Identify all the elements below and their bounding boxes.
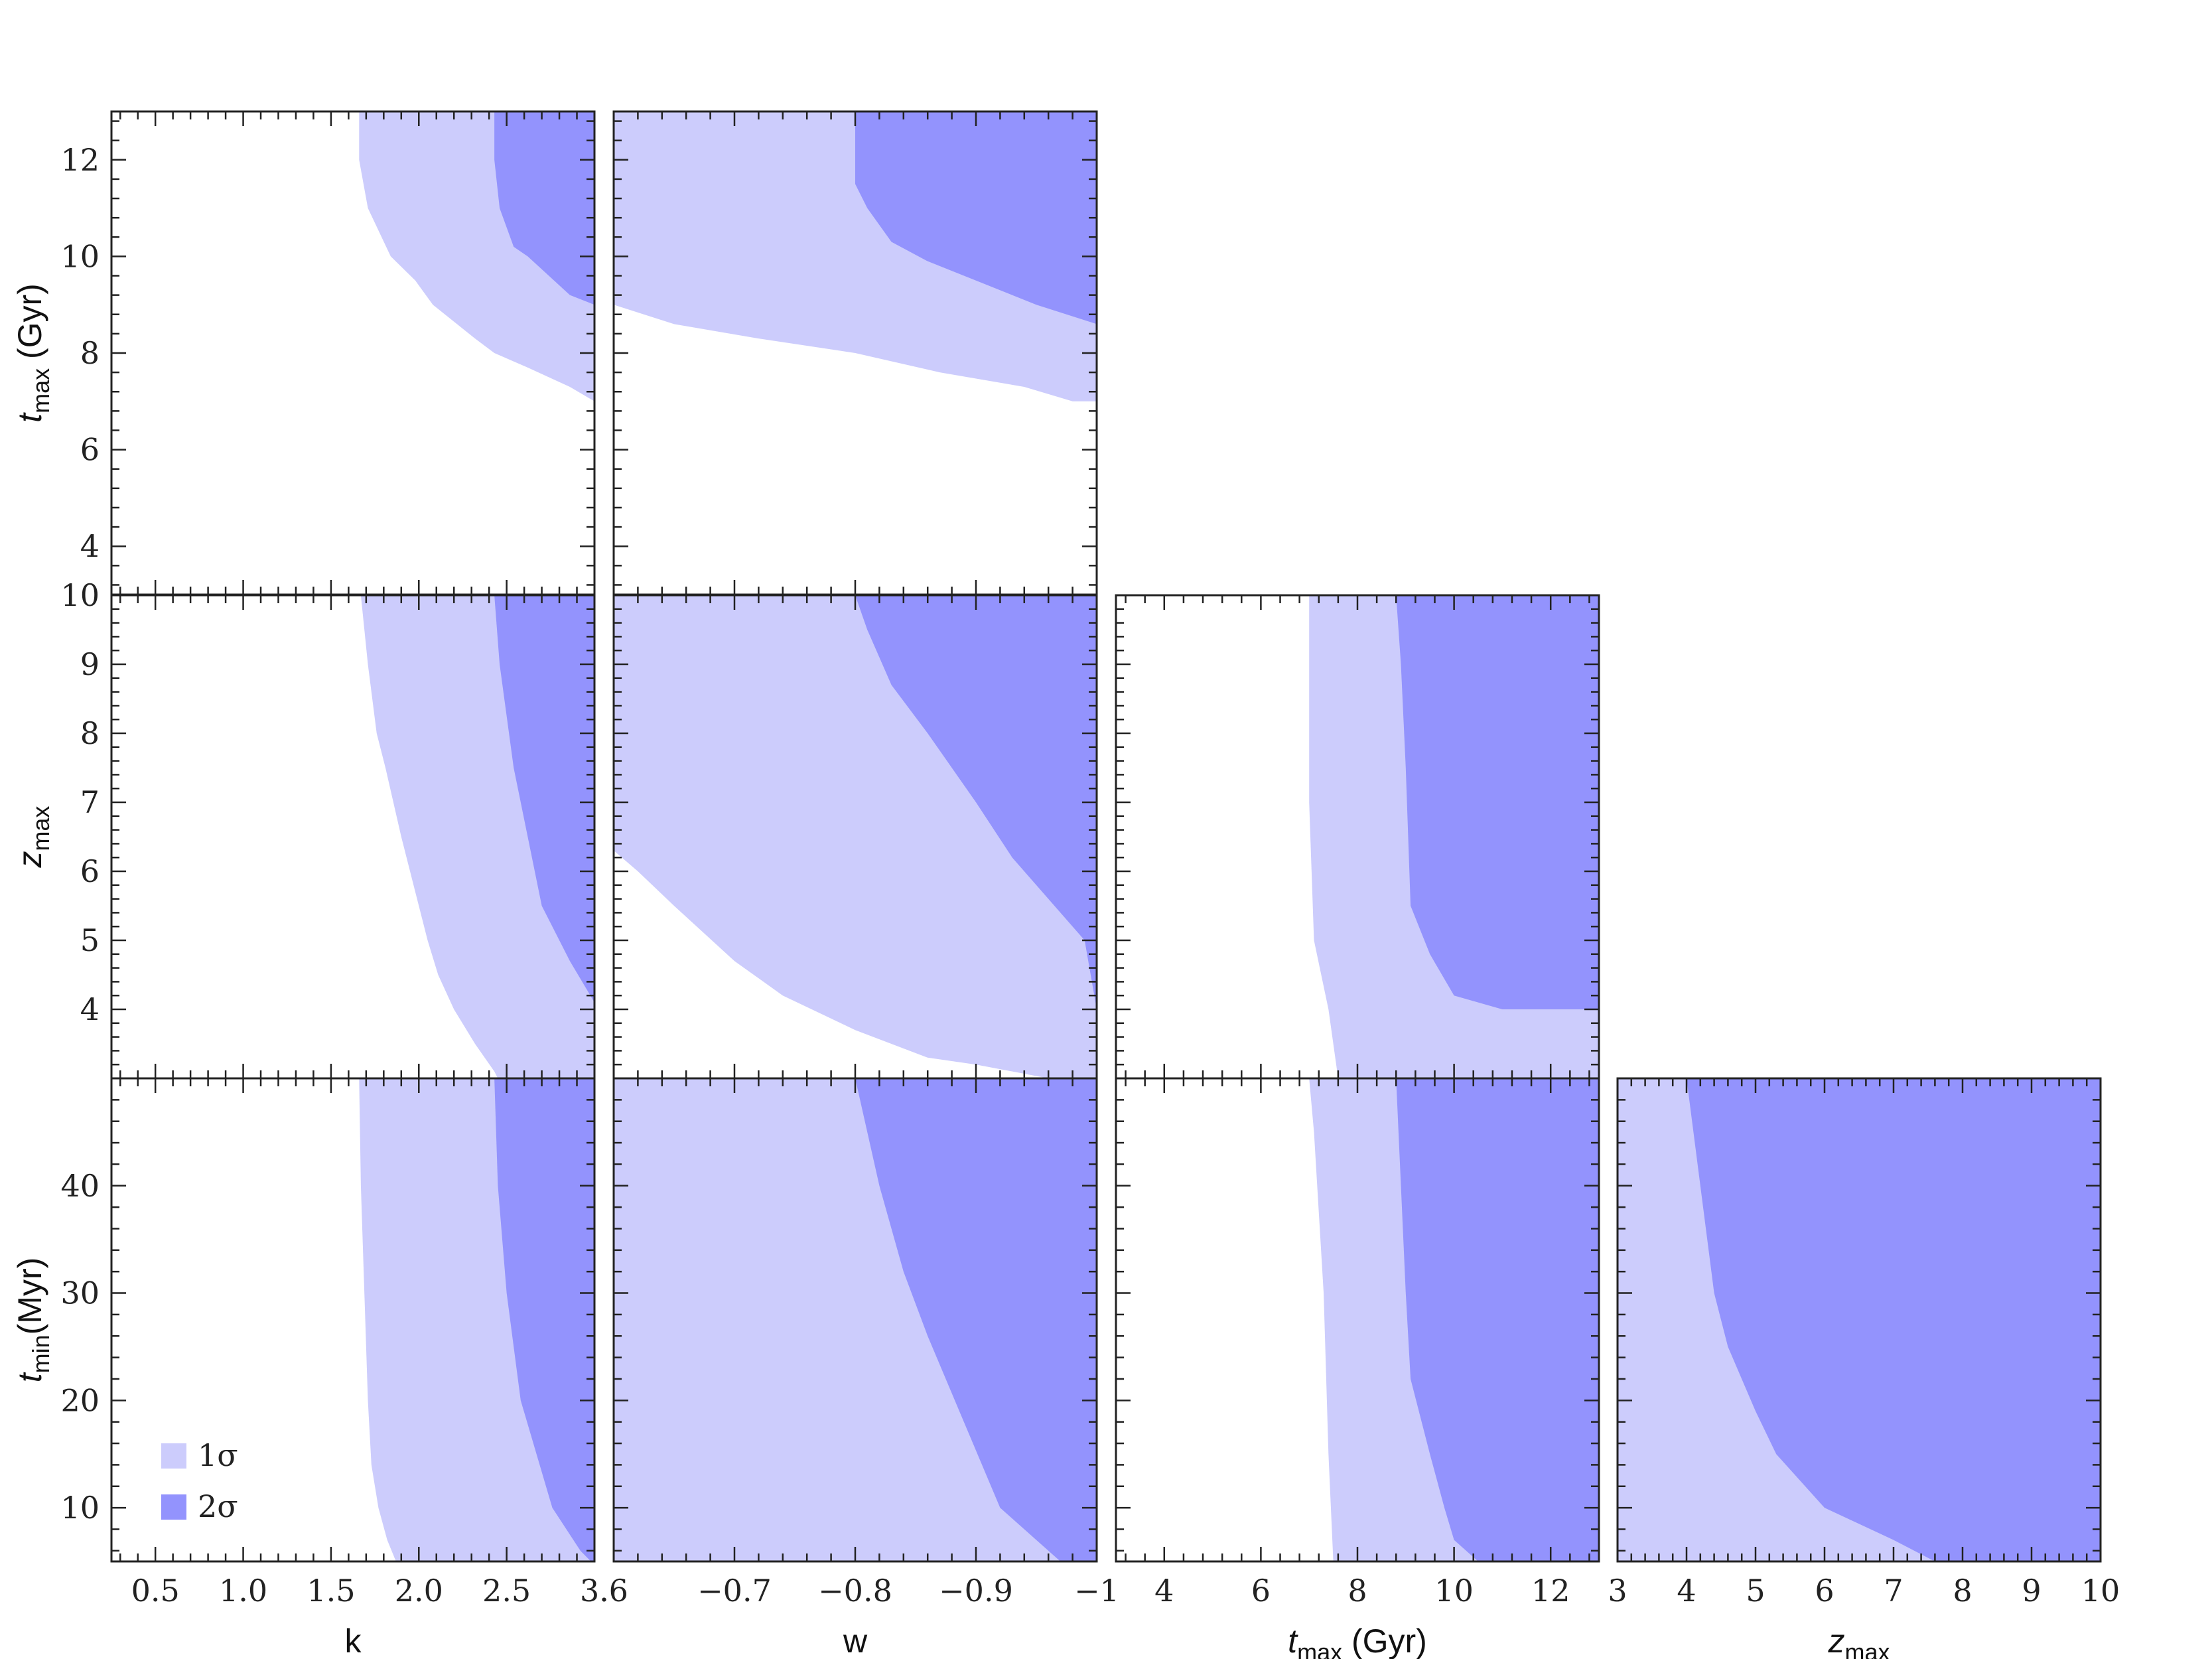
legend-label: 2σ: [198, 1488, 238, 1524]
legend-swatch: [161, 1443, 186, 1469]
panel-zmax-tmin: [1616, 1077, 2102, 1563]
y-tick-label: 40: [60, 1168, 100, 1204]
y-tick-label: 10: [60, 238, 100, 274]
col-label-w: w: [843, 1623, 868, 1659]
row-label-tmax: tmax (Gyr): [11, 283, 54, 423]
y-tick-label: 9: [80, 646, 100, 682]
col-label-zmax: zmax: [1827, 1623, 1890, 1659]
y-tick-label: 8: [80, 335, 100, 371]
y-tick-label: 4: [80, 528, 100, 564]
x-tick-label: 9: [2022, 1573, 2041, 1609]
panel-w-tmax: [612, 110, 1098, 596]
sigma2-region: [1687, 1078, 2101, 1561]
sigma2-region: [855, 111, 1097, 325]
sigma2-region: [1396, 1078, 1599, 1561]
x-tick-label: 0.5: [131, 1573, 180, 1609]
y-tick-label: 6: [80, 432, 100, 468]
panel-k-tmin: [110, 1077, 596, 1563]
sigma2-region: [494, 595, 594, 1003]
y-tick-label: 30: [60, 1275, 100, 1311]
y-tick-label: 5: [80, 922, 100, 958]
x-tick-label: 10: [2081, 1573, 2120, 1609]
panel-frame: [110, 1077, 596, 1563]
panels-layer: [110, 110, 2102, 1563]
panel-w-tmin: [612, 1077, 1098, 1563]
panel-tmax-tmin: [1115, 1077, 1600, 1563]
x-tick-label: 3: [1608, 1573, 1627, 1609]
panel-k-tmax: [110, 110, 596, 596]
y-tick-label: 10: [60, 1490, 100, 1526]
x-tick-label: −0.8: [818, 1573, 892, 1609]
x-tick-label: 2.0: [395, 1573, 443, 1609]
x-tick-label: 6: [1251, 1573, 1271, 1609]
x-tick-label: 6: [1815, 1573, 1834, 1609]
row-label-tmin: tmin(Myr): [11, 1258, 54, 1383]
y-tick-label: 6: [80, 853, 100, 889]
x-tick-label: 8: [1953, 1573, 1972, 1609]
legend-swatch: [161, 1494, 186, 1520]
col-label-tmax: tmax (Gyr): [1288, 1623, 1427, 1659]
panel-frame: [1616, 1077, 2102, 1563]
x-tick-label: 3.: [580, 1573, 609, 1609]
x-tick-label: 2.5: [482, 1573, 531, 1609]
x-tick-label: −1: [1074, 1573, 1119, 1609]
y-tick-label: 7: [80, 784, 100, 820]
sigma2-region: [855, 595, 1097, 1009]
x-tick-label: 1.0: [219, 1573, 267, 1609]
y-tick-label: 10: [60, 577, 100, 613]
sigma2-region: [1396, 595, 1599, 1009]
y-tick-label: 8: [80, 715, 100, 751]
x-tick-label: .6: [599, 1573, 628, 1609]
x-tick-label: 1.5: [307, 1573, 355, 1609]
x-tick-label: 4: [1677, 1573, 1696, 1609]
x-tick-label: 7: [1884, 1573, 1903, 1609]
x-tick-label: 5: [1746, 1573, 1765, 1609]
x-tick-label: −0.9: [939, 1573, 1013, 1609]
panel-w-zmax: [612, 594, 1098, 1080]
labels-layer: 4 6 8 10 12 4 5 6 7 8 9 10 10 20 30 40 0.5 1.0 1.5 2.0 2.5 3.…: [11, 142, 2120, 1659]
panel-tmax-zmax: [1115, 594, 1600, 1080]
sigma2-region: [855, 1078, 1097, 1561]
sigma2-region: [494, 111, 594, 305]
sigma2-region: [494, 1078, 594, 1561]
row-label-zmax: zmax: [11, 806, 54, 868]
x-tick-label: 4: [1154, 1573, 1174, 1609]
x-tick-label: 10: [1434, 1573, 1474, 1609]
x-tick-label: −0.7: [697, 1573, 772, 1609]
x-tick-label: 8: [1348, 1573, 1367, 1609]
legend-label: 1σ: [198, 1437, 238, 1473]
y-tick-label: 12: [60, 142, 100, 178]
x-tick-label: 12: [1531, 1573, 1570, 1609]
panel-k-zmax: [110, 594, 596, 1080]
y-tick-label: 4: [80, 991, 100, 1027]
y-tick-label: 20: [60, 1382, 100, 1418]
col-label-k: k: [345, 1623, 362, 1659]
